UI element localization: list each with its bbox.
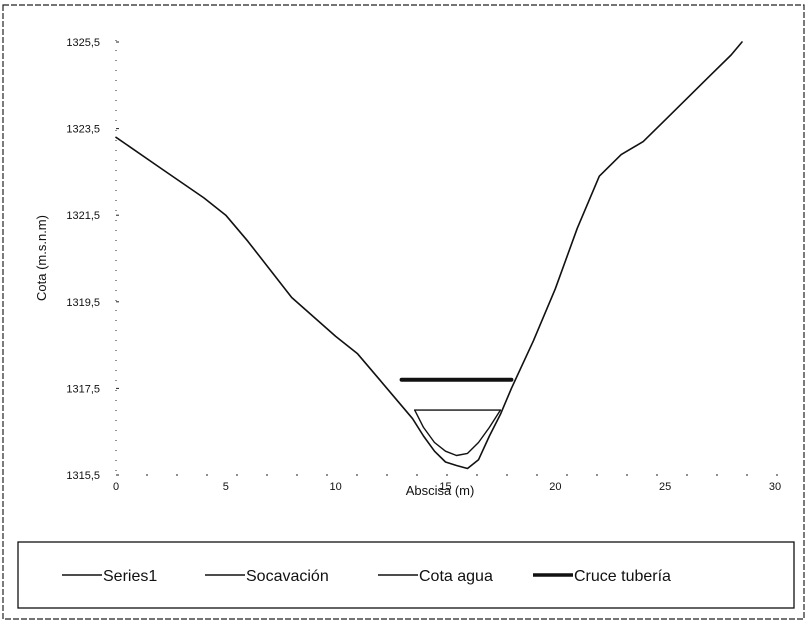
y-tick-label: 1321,5 <box>66 210 100 222</box>
x-tick-label: 0 <box>113 481 119 493</box>
legend-label: Series1 <box>103 568 157 585</box>
y-tick-label: 1323,5 <box>66 124 100 136</box>
x-tick-label: 5 <box>223 481 229 493</box>
legend-label: Cota agua <box>419 568 493 585</box>
chart-frame <box>2 4 805 620</box>
y-tick-label: 1319,5 <box>66 297 100 309</box>
legend-label: Cruce tubería <box>574 568 671 585</box>
y-tick-label: 1325,5 <box>66 37 100 49</box>
y-tick-label: 1317,5 <box>66 383 100 395</box>
x-tick-label: 20 <box>549 481 561 493</box>
series-line-1 <box>414 409 502 457</box>
y-axis-label: Cota (m.s.n.m) <box>34 215 49 301</box>
x-tick-label: 15 <box>439 481 451 493</box>
x-tick-label: 10 <box>330 481 342 493</box>
legend-label: Socavación <box>246 568 329 585</box>
x-axis-label: Abscisa (m) <box>406 483 475 498</box>
series-line-0 <box>115 41 743 470</box>
y-tick-label: 1315,5 <box>66 470 100 482</box>
x-tick-label: 30 <box>769 481 781 493</box>
x-tick-label: 25 <box>659 481 671 493</box>
